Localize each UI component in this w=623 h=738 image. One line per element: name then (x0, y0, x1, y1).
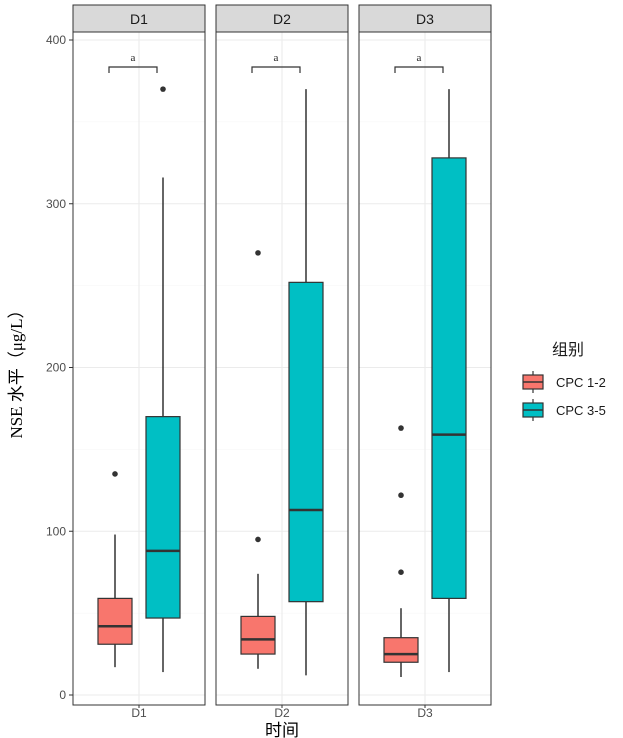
box-iqr (288, 281, 324, 603)
strip-background (215, 4, 349, 33)
legend-item-cpc-1-2: CPC 1-2 (522, 371, 606, 393)
x-tick-label: D1 (131, 706, 147, 720)
strip-label: D2 (273, 11, 291, 27)
significance-bracket (251, 66, 301, 73)
x-tick-label: D2 (274, 706, 290, 720)
strip-background (72, 4, 206, 33)
panel-d2: D2 a D2 (215, 4, 349, 720)
strip-label: D3 (416, 11, 434, 27)
legend-label: CPC 1-2 (556, 375, 606, 390)
y-tick-label: 200 (46, 361, 66, 375)
box-cpc-3-5 (145, 86, 181, 673)
legend-item-cpc-3-5: CPC 3-5 (522, 399, 606, 421)
box-cpc-3-5 (431, 89, 467, 673)
significance-bracket (394, 66, 444, 73)
panel-d1: D1 a D1 (72, 4, 206, 720)
legend-label: CPC 3-5 (556, 403, 606, 418)
box-cpc-1-2 (97, 471, 133, 668)
significance-label: a (274, 52, 279, 64)
box-iqr (240, 615, 276, 655)
strip-background (358, 4, 492, 33)
outlier-point (255, 536, 261, 543)
box-iqr (97, 597, 133, 645)
panel-d3: D3 a D3 (358, 4, 492, 720)
significance-label: a (131, 52, 136, 64)
significance-bracket (108, 66, 158, 73)
x-axis-label: 时间 (265, 721, 299, 738)
box-iqr (431, 157, 467, 599)
y-tick-label: 300 (46, 197, 66, 211)
strip-label: D1 (130, 11, 148, 27)
x-tick-label: D3 (417, 706, 433, 720)
outlier-point (112, 471, 118, 477)
y-tick-label: 100 (46, 524, 66, 538)
outlier-point (398, 425, 404, 431)
box-iqr (383, 637, 419, 663)
outlier-point (160, 86, 166, 92)
box-cpc-1-2 (383, 425, 419, 677)
y-tick-label: 400 (46, 33, 66, 47)
significance-label: a (417, 52, 422, 64)
box-cpc-3-5 (288, 89, 324, 676)
box-iqr (145, 416, 181, 619)
outlier-point (255, 250, 261, 256)
legend-title: 组别 (552, 341, 584, 359)
outlier-point (398, 492, 404, 499)
box-cpc-1-2 (240, 250, 276, 669)
outlier-point (398, 569, 404, 575)
y-tick-label: 0 (59, 688, 66, 702)
y-axis-label: NSE 水平（μg/L） (7, 301, 26, 438)
